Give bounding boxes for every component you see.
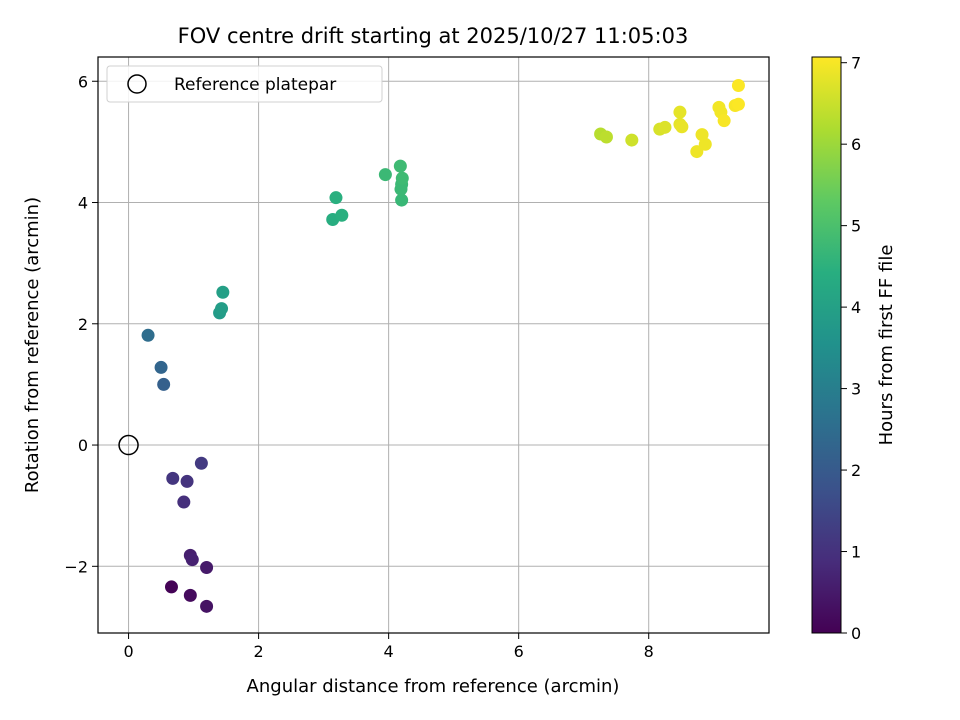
x-tick-label: 0: [123, 642, 133, 661]
data-point: [395, 193, 409, 207]
grid-lines: [98, 57, 769, 633]
colorbar-gradient: [811, 56, 842, 634]
colorbar-tick-label: 6: [851, 135, 861, 154]
data-point: [395, 171, 409, 185]
data-point: [183, 588, 197, 602]
data-point: [599, 130, 613, 144]
y-tick-label: 6: [78, 72, 88, 91]
legend-box: [106, 65, 383, 103]
x-axis-label: Angular distance from reference (arcmin): [247, 676, 620, 697]
data-point: [731, 97, 745, 111]
colorbar-tick-label: 2: [851, 461, 861, 480]
x-tick-label: 4: [384, 642, 394, 661]
colorbar: 0 1 2 3 4 5 6 7 Hours from first FF file: [811, 54, 897, 643]
y-axis-ticks: −2 0 2 4 6: [64, 72, 98, 576]
data-point: [215, 302, 229, 316]
data-point: [180, 474, 194, 488]
y-tick-label: 4: [78, 194, 88, 213]
data-point: [177, 495, 191, 509]
colorbar-ticks: 0 1 2 3 4 5 6 7: [841, 54, 861, 643]
data-point: [185, 553, 199, 567]
y-axis-label: Rotation from reference (arcmin): [22, 197, 43, 493]
data-points: [141, 78, 745, 613]
data-point: [141, 328, 155, 342]
data-point: [200, 561, 214, 575]
data-point: [695, 128, 709, 142]
data-point: [200, 599, 214, 613]
data-point: [673, 105, 687, 119]
colorbar-tick-label: 7: [851, 54, 861, 73]
colorbar-tick-label: 0: [851, 624, 861, 643]
plot-area-frame: [97, 56, 770, 634]
reference-marker-layer: [118, 434, 139, 456]
legend-reference-marker: [127, 74, 147, 94]
data-point: [194, 456, 208, 470]
data-point: [329, 191, 343, 205]
data-point: [717, 114, 731, 128]
reference-platepar-marker: [118, 434, 139, 456]
data-point: [675, 120, 689, 134]
data-point: [154, 360, 168, 374]
colorbar-label: Hours from first FF file: [876, 245, 897, 446]
x-tick-label: 2: [254, 642, 264, 661]
x-tick-label: 6: [514, 642, 524, 661]
y-tick-label: 0: [78, 436, 88, 455]
colorbar-tick-label: 3: [851, 380, 861, 399]
data-point: [378, 168, 392, 182]
x-axis-ticks: 0 2 4 6 8: [123, 633, 654, 661]
y-tick-label: 2: [78, 315, 88, 334]
x-tick-label: 8: [644, 642, 654, 661]
chart-title: FOV centre drift starting at 2025/10/27 …: [178, 24, 689, 48]
data-point: [157, 377, 171, 391]
legend-entry-label: Reference platepar: [174, 75, 336, 95]
data-point: [658, 120, 672, 134]
data-point: [690, 145, 704, 159]
data-point: [625, 133, 639, 147]
y-tick-label: −2: [64, 557, 88, 576]
colorbar-tick-label: 1: [851, 543, 861, 562]
data-point: [731, 78, 745, 92]
legend: Reference platepar: [106, 65, 383, 103]
data-point: [164, 580, 178, 594]
data-point: [393, 159, 407, 173]
colorbar-tick-label: 4: [851, 298, 861, 317]
colorbar-tick-label: 5: [851, 217, 861, 236]
data-point: [216, 285, 230, 299]
data-point: [166, 471, 180, 485]
data-point: [335, 208, 349, 222]
